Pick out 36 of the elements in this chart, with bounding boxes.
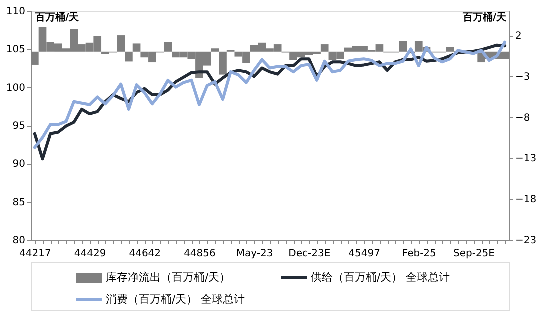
x-tick-label: 45497 [348,248,380,260]
bar [117,36,126,52]
x-tick-label: Dec-23E [288,248,331,260]
y-tick-label: 80 [12,236,26,246]
y2-tick-label: −13 [516,154,537,165]
y2-tick-label: −8 [516,112,530,124]
bar [132,44,141,52]
y-tick-label: 85 [12,197,26,208]
y-tick-label: 110 [6,6,26,18]
x-tick-label: 44429 [74,248,106,260]
legend-label: 库存净流出（百万桶/天） [106,271,231,284]
bar [219,52,227,75]
bar [125,52,133,62]
bar [446,46,454,52]
bar [399,41,408,52]
y2-tick-label: −3 [516,72,530,83]
y-tick-label: 100 [6,82,26,94]
legend-label: 供给（百万桶/天） 全球总计 [311,271,450,284]
y2-tick-label: 2 [516,31,522,42]
x-tick-label: Sep-25E [453,248,495,260]
y2-axis-title: 百万桶/天 [462,12,508,24]
y-tick-label: 105 [6,44,26,56]
legend-label: 消费（百万桶/天） 全球总计 [106,293,246,306]
bar [164,42,172,52]
x-tick-label: May-23 [236,248,274,260]
y-tick-label: 95 [12,121,26,132]
x-tick-label: 44217 [20,248,52,260]
bar [211,48,220,52]
x-tick-label: 44856 [184,248,216,260]
y-tick-label: 90 [12,159,26,170]
y-axis-title: 百万桶/天 [34,12,80,24]
y2-tick-label: −23 [516,236,537,246]
bar [320,44,329,52]
y2-tick-label: −18 [516,194,537,206]
x-tick-label: Feb-25 [402,248,436,260]
x-tick-label: 44642 [129,248,162,260]
